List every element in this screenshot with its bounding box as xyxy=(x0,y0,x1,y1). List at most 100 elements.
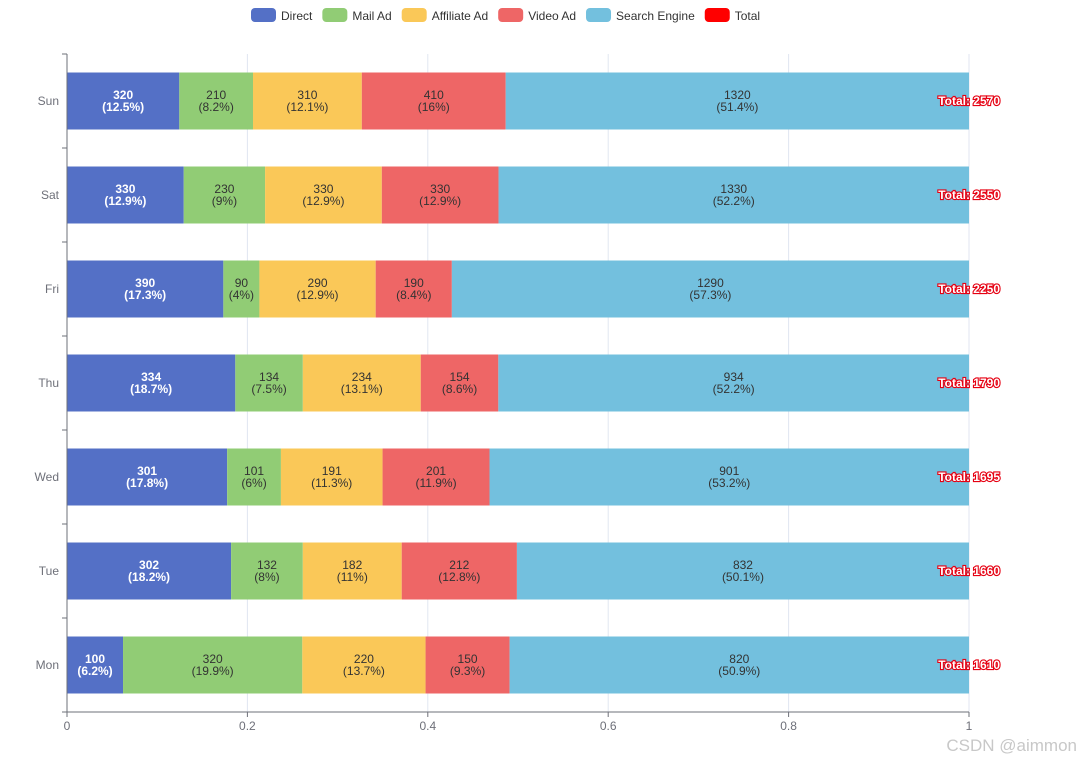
legend[interactable]: Direct Mail Ad Affiliate Ad Video Ad Search … xyxy=(251,8,760,23)
legend-item-mail-ad[interactable]: Mail Ad xyxy=(322,8,392,23)
legend-label: Total xyxy=(735,9,760,23)
data-label: 150 (9.3%) xyxy=(450,652,485,678)
y-tick-label: Wed xyxy=(35,470,59,484)
legend-swatch xyxy=(586,8,612,22)
data-label: 1330 (52.2%) xyxy=(713,182,755,208)
bar-affiliate-ad-tue xyxy=(302,542,402,600)
axes: 0 0.2 0.4 0.6 0.8 1 Mon Tue Wed Thu Fri Sat Sun xyxy=(35,53,973,733)
data-label: 201 (11.9%) xyxy=(415,464,456,490)
x-tick-label: 0 xyxy=(64,719,71,733)
bar-mail-ad-sun xyxy=(179,72,254,130)
data-label: 820 (50.9%) xyxy=(718,652,760,678)
x-tick-label: 1 xyxy=(966,719,973,733)
legend-swatch xyxy=(704,8,730,22)
legend-label: Video Ad xyxy=(528,9,576,23)
legend-label: Affiliate Ad xyxy=(432,9,488,23)
data-label: 290 (12.9%) xyxy=(297,276,339,302)
bar-video-ad-mon xyxy=(425,636,510,694)
y-tick-label: Thu xyxy=(38,376,59,390)
bar-search-engine-thu xyxy=(498,354,969,412)
data-label: 320 (12.5%) xyxy=(102,88,144,114)
bar-mail-ad-fri xyxy=(223,260,260,318)
legend-swatch xyxy=(251,8,276,22)
bar-direct-wed xyxy=(67,448,228,506)
x-tick-label: 0.2 xyxy=(239,719,256,733)
legend-item-search-engine[interactable]: Search Engine xyxy=(586,8,695,23)
data-label: 832 (50.1%) xyxy=(722,558,764,584)
bar-search-engine-tue xyxy=(516,542,969,600)
legend-swatch xyxy=(498,8,524,22)
total-label: Total: 2250 xyxy=(938,282,1000,296)
bar-video-ad-tue xyxy=(401,542,517,600)
data-label: 390 (17.3%) xyxy=(124,276,166,302)
legend-item-affiliate-ad[interactable]: Affiliate Ad xyxy=(401,8,488,23)
y-tick-label: Mon xyxy=(36,658,59,672)
bar-direct-tue xyxy=(67,542,232,600)
legend-label: Mail Ad xyxy=(352,9,391,23)
bar-direct-sat xyxy=(67,166,184,224)
bar-direct-thu xyxy=(67,354,236,412)
data-label: 1290 (57.3%) xyxy=(689,276,731,302)
legend-label: Direct xyxy=(281,9,313,23)
bar-direct-sun xyxy=(67,72,180,130)
bar-video-ad-sat xyxy=(381,166,499,224)
data-label: 132 (8%) xyxy=(254,558,279,584)
data-label: 330 (12.9%) xyxy=(302,182,344,208)
bar-mail-ad-mon xyxy=(123,636,303,694)
y-tick-label: Fri xyxy=(45,282,59,296)
watermark: CSDN @aimmon xyxy=(946,736,1077,755)
data-label: 1320 (51.4%) xyxy=(716,88,758,114)
data-label: 230 (9%) xyxy=(212,182,237,208)
bar-mail-ad-wed xyxy=(227,448,281,506)
x-tick-label: 0.4 xyxy=(419,719,436,733)
legend-label: Search Engine xyxy=(616,9,695,23)
data-label: 134 (7.5%) xyxy=(251,370,286,396)
bar-direct-fri xyxy=(67,260,224,318)
bar-mail-ad-thu xyxy=(235,354,303,412)
bar-video-ad-thu xyxy=(420,354,499,412)
x-tick-label: 0.6 xyxy=(600,719,617,733)
total-label: Total: 1790 xyxy=(938,376,1000,390)
legend-item-total[interactable]: Total xyxy=(704,8,760,23)
bar-video-ad-wed xyxy=(382,448,490,506)
data-label: 101 (6%) xyxy=(241,464,266,490)
legend-swatch xyxy=(401,8,427,22)
data-label: 302 (18.2%) xyxy=(128,558,170,584)
data-label: 901 (53.2%) xyxy=(708,464,750,490)
data-label: 410 (16%) xyxy=(418,88,450,114)
data-label: 154 (8.6%) xyxy=(442,370,477,396)
bar-affiliate-ad-wed xyxy=(280,448,383,506)
bar-direct-mon xyxy=(67,636,124,694)
data-label: 330 (12.9%) xyxy=(419,182,461,208)
data-label: 934 (52.2%) xyxy=(713,370,755,396)
data-label: 212 (12.8%) xyxy=(438,558,480,584)
legend-item-video-ad[interactable]: Video Ad xyxy=(498,8,576,23)
bar-mail-ad-tue xyxy=(231,542,303,600)
data-label: 90 (4%) xyxy=(229,276,254,302)
bar-affiliate-ad-sun xyxy=(253,72,362,130)
data-label: 234 (13.1%) xyxy=(341,370,383,396)
bar-search-engine-mon xyxy=(509,636,969,694)
x-tick-label: 0.8 xyxy=(780,719,797,733)
bars xyxy=(67,72,969,694)
total-label: Total: 1695 xyxy=(938,470,1000,484)
bar-search-engine-fri xyxy=(451,260,969,318)
y-tick-label: Tue xyxy=(39,564,60,578)
total-label: Total: 1610 xyxy=(938,658,1000,672)
y-tick-label: Sat xyxy=(41,188,60,202)
bar-video-ad-sun xyxy=(361,72,506,130)
data-label: 210 (8.2%) xyxy=(198,88,233,114)
data-label: 100 (6.2%) xyxy=(77,652,112,678)
legend-swatch xyxy=(322,8,348,22)
total-label: Total: 1660 xyxy=(938,564,1000,578)
bar-affiliate-ad-sat xyxy=(265,166,382,224)
bar-affiliate-ad-mon xyxy=(302,636,426,694)
data-label: 182 (11%) xyxy=(337,558,368,584)
legend-item-direct[interactable]: Direct xyxy=(251,8,313,23)
bar-affiliate-ad-fri xyxy=(259,260,376,318)
total-label: Total: 2550 xyxy=(938,188,1000,202)
bar-search-engine-sat xyxy=(498,166,969,224)
data-label: 310 (12.1%) xyxy=(286,88,328,114)
data-label: 320 (19.9%) xyxy=(192,652,234,678)
